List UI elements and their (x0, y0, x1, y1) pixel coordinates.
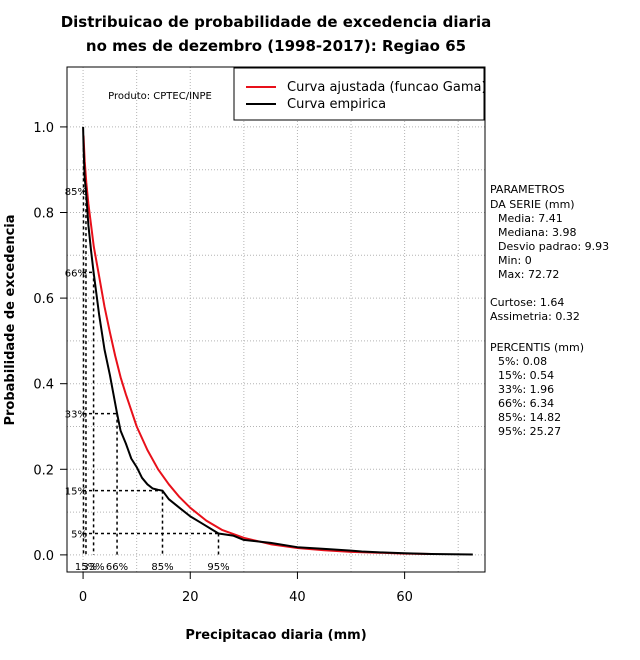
percentil-66: 66%: 6.34 (498, 397, 554, 410)
side-panel: PARAMETROS DA SERIE (mm) Media: 7.41 Med… (490, 183, 609, 438)
param-assimetria: Assimetria: 0.32 (490, 310, 580, 323)
legend: Curva ajustada (funcao Gama) Curva empir… (233, 67, 487, 121)
series-group (82, 126, 473, 556)
chart-title-line-1: Distribuicao de probabilidade de exceden… (61, 13, 492, 31)
param-mediana: Mediana: 3.98 (498, 226, 576, 239)
param-media: Media: 7.41 (498, 212, 563, 225)
percentile-guides: 85%15%66%33%33%66%15%85%5%95% (65, 147, 230, 573)
y-tick-label: 0.8 (33, 207, 54, 222)
x-axis: 0 20 40 60 (79, 572, 413, 605)
y-tick-label: 0.6 (33, 292, 54, 307)
grid-lines (67, 67, 485, 572)
legend-label-fitted: Curva ajustada (funcao Gama) (287, 80, 487, 95)
empirical-curve (82, 126, 473, 556)
percentile-x-label: 15% (75, 562, 97, 573)
x-tick-label: 60 (396, 590, 413, 605)
param-curtose: Curtose: 1.64 (490, 296, 564, 309)
x-tick-label: 0 (79, 590, 87, 605)
percentile-x-label: 95% (207, 562, 229, 573)
y-axis-title: Probabilidade de excedencia (3, 214, 18, 425)
product-label: Produto: CPTEC/INPE (108, 91, 212, 102)
legend-label-empirical: Curva empirica (287, 97, 386, 112)
param-min: Min: 0 (498, 254, 532, 267)
percentile-x-label: 85% (151, 562, 173, 573)
param-max: Max: 72.72 (498, 268, 559, 281)
percentis-title: PERCENTIS (mm) (490, 341, 584, 354)
x-tick-label: 40 (289, 590, 306, 605)
chart-title-line-2: no mes de dezembro (1998-2017): Regiao 6… (86, 37, 466, 55)
fitted-gamma-curve (82, 135, 432, 555)
percentil-95: 95%: 25.27 (498, 425, 561, 438)
y-tick-label: 1.0 (33, 121, 54, 136)
percentile-y-label: 66% (65, 268, 87, 279)
percentil-33: 33%: 1.96 (498, 383, 554, 396)
param-desvio: Desvio padrao: 9.93 (498, 240, 609, 253)
params-title-line-2: DA SERIE (mm) (490, 198, 575, 211)
y-tick-label: 0.2 (33, 463, 54, 478)
percentile-y-label: 15% (65, 487, 87, 498)
plot-frame (66, 66, 486, 573)
percentile-y-label: 85% (65, 187, 87, 198)
percentile-x-label: 66% (106, 562, 128, 573)
percentil-15: 15%: 0.54 (498, 369, 554, 382)
percentile-y-label: 5% (71, 529, 87, 540)
percentile-x-label: 33% (82, 562, 104, 573)
params-title-line-1: PARAMETROS (490, 183, 565, 196)
percentile-y-label: 33% (65, 410, 87, 421)
y-axis: 0.0 0.2 0.4 0.6 0.8 1.0 (33, 121, 67, 564)
y-tick-label: 0.4 (33, 378, 54, 393)
y-tick-label: 0.0 (33, 549, 54, 564)
percentil-85: 85%: 14.82 (498, 411, 561, 424)
percentil-5: 5%: 0.08 (498, 355, 547, 368)
legend-box (233, 67, 485, 121)
x-axis-title: Precipitacao diaria (mm) (185, 628, 366, 643)
x-tick-label: 20 (182, 590, 199, 605)
